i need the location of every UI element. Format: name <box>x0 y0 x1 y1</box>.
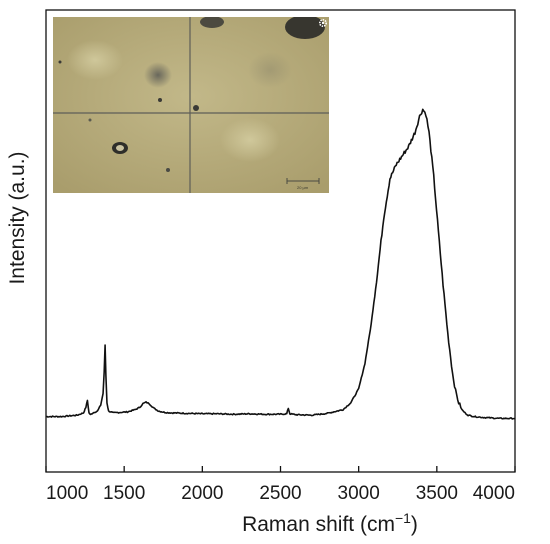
x-tick-label-1000: 1000 <box>46 483 88 504</box>
x-tick-label-2000: 2000 <box>181 483 223 504</box>
x-axis-tick-labels: 1000 1500 2000 2500 3000 3500 4000 <box>46 483 515 504</box>
y-axis-title: Intensity (a.u.) <box>6 151 29 284</box>
gear-icon <box>318 18 327 27</box>
spectrum-line <box>45 108 516 420</box>
inset-micrograph <box>53 17 329 193</box>
x-axis-title-sup: −1 <box>395 510 411 526</box>
x-axis-title-close: ) <box>411 513 418 536</box>
x-tick-label-4000: 4000 <box>473 483 515 504</box>
x-tick-label-3000: 3000 <box>338 483 380 504</box>
x-axis-ticks <box>45 466 516 472</box>
x-tick-label-3500: 3500 <box>416 483 458 504</box>
scale-bar-label: 20 µm <box>297 185 309 190</box>
x-tick-label-1500: 1500 <box>103 483 145 504</box>
x-axis-title: Raman shift (cm−1) <box>242 510 418 536</box>
x-axis-title-text: Raman shift (cm <box>242 513 395 536</box>
x-tick-label-2500: 2500 <box>259 483 301 504</box>
